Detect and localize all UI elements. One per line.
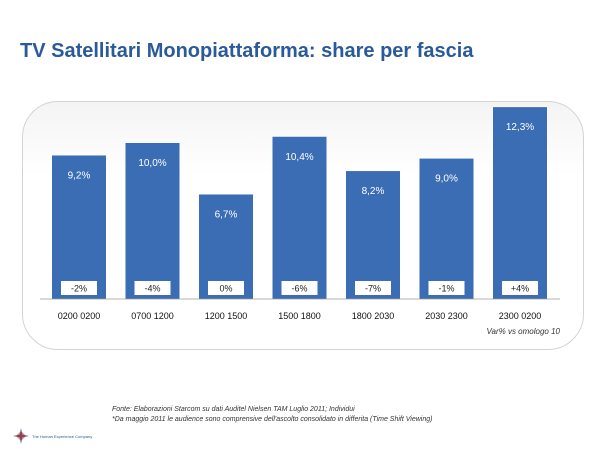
value-label-1: 9,2%	[68, 170, 91, 181]
bars-layer	[52, 107, 547, 300]
bar-6	[419, 158, 474, 299]
value-label-7: 12,3%	[506, 122, 534, 133]
bar-2	[125, 143, 180, 299]
variation-label-5: -7%	[365, 284, 381, 294]
variation-box-1	[61, 281, 97, 295]
variation-label-2: -4%	[144, 284, 160, 294]
variation-box-2	[134, 281, 171, 295]
category-label-5: 1800 2030	[352, 311, 395, 321]
category-label-3: 1200 1500	[205, 311, 248, 321]
variation-label-4: -6%	[291, 284, 307, 294]
footnote-source: Fonte: Elaborazioni Starcom su dati Audi…	[112, 406, 355, 413]
category-label-1: 0200 0200	[58, 311, 101, 321]
variation-box-6	[428, 281, 465, 295]
value-label-2: 10,0%	[138, 158, 166, 169]
variation-box-4	[281, 281, 318, 295]
bar-5	[346, 171, 400, 299]
value-label-5: 8,2%	[362, 186, 385, 197]
labels-layer: 9,2% -2% 0200 0200 10,0% -4% 0700 1200 6,7% 0% 1…	[58, 122, 542, 321]
value-label-4: 10,4%	[285, 152, 313, 163]
category-label-7: 2300 0200	[499, 311, 542, 321]
variation-label-6: -1%	[438, 284, 454, 294]
value-label-3: 6,7%	[215, 209, 238, 220]
category-label-6: 2030 2300	[425, 311, 468, 321]
footnote-note: *Da maggio 2011 le audience sono compren…	[112, 416, 433, 423]
bar-1	[52, 155, 106, 299]
variation-note: Var% vs omologo 10	[486, 327, 560, 336]
value-label-6: 9,0%	[435, 174, 458, 185]
variation-box-3	[208, 281, 244, 295]
slide-title: TV Satellitari Monopiattaforma: share pe…	[20, 40, 474, 62]
variation-label-1: -2%	[71, 284, 87, 294]
star-compass-icon	[13, 428, 29, 444]
bar-4	[272, 136, 327, 299]
bar-7	[493, 107, 547, 300]
variation-label-3: 0%	[219, 284, 232, 294]
variation-box-7	[502, 281, 538, 295]
category-label-2: 0700 1200	[131, 311, 174, 321]
category-label-4: 1500 1800	[278, 311, 321, 321]
footnotes: Fonte: Elaborazioni Starcom su dati Audi…	[112, 405, 432, 425]
variation-box-5	[355, 281, 391, 295]
company-name: The Human Experience Company	[32, 434, 93, 439]
variation-label-7: +4%	[511, 284, 529, 294]
